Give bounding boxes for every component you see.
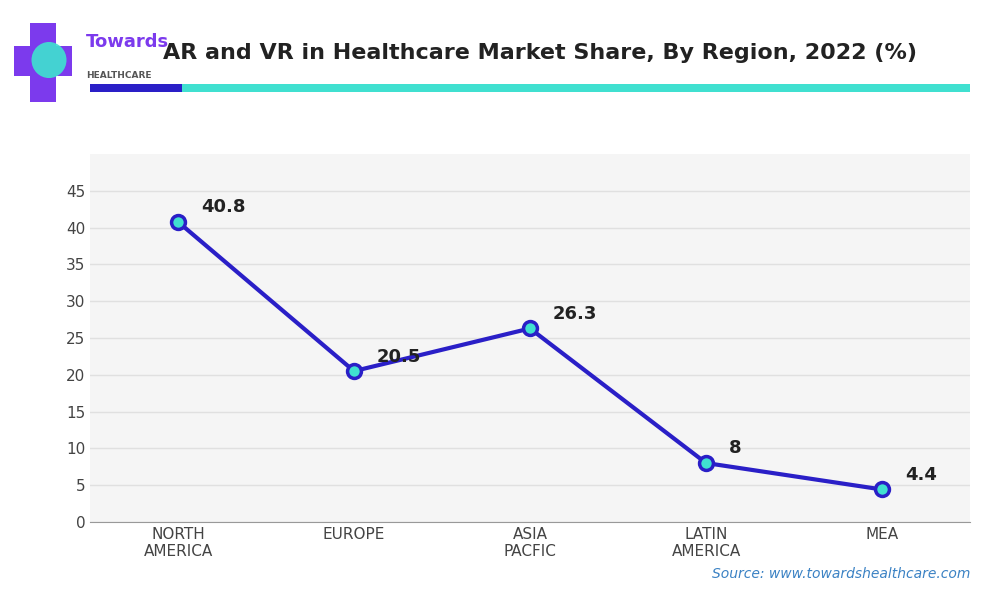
- Text: 20.5: 20.5: [377, 347, 421, 365]
- Text: HEALTHCARE: HEALTHCARE: [86, 71, 152, 80]
- Bar: [30, 23, 56, 102]
- Bar: [14, 46, 72, 76]
- Text: 40.8: 40.8: [201, 198, 245, 216]
- Text: AR and VR in Healthcare Market Share, By Region, 2022 (%): AR and VR in Healthcare Market Share, By…: [163, 43, 917, 63]
- Text: 4.4: 4.4: [905, 466, 937, 484]
- Text: Source: www.towardshealthcare.com: Source: www.towardshealthcare.com: [712, 567, 970, 581]
- Ellipse shape: [32, 42, 66, 78]
- Text: 8: 8: [729, 439, 742, 457]
- Bar: [182, 84, 970, 92]
- Text: Towards: Towards: [86, 33, 169, 51]
- Text: 26.3: 26.3: [553, 305, 597, 323]
- Bar: [90, 84, 182, 92]
